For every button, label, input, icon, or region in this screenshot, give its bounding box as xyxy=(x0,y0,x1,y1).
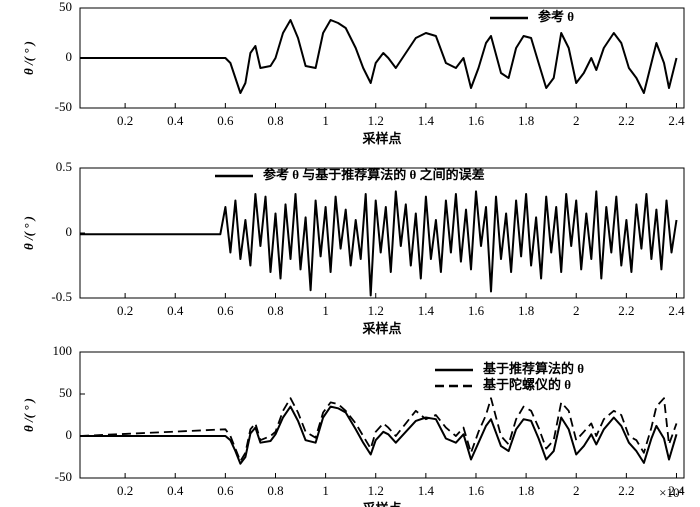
x-tick-label: 1.2 xyxy=(368,483,384,498)
x-tick-label: 1.4 xyxy=(418,113,435,128)
y-tick-label: -50 xyxy=(55,469,72,484)
x-tick-label: 1.8 xyxy=(518,303,534,318)
data-line xyxy=(79,397,678,463)
y-tick-label: 0 xyxy=(66,224,73,239)
y-tick-label: 0 xyxy=(66,49,73,64)
y-tick-label: 100 xyxy=(53,343,73,358)
x-tick-label: 2.2 xyxy=(618,483,634,498)
legend-label: 基于陀螺仪的 θ xyxy=(482,377,571,392)
x-tick-label: 1 xyxy=(322,303,329,318)
y-tick-label: 50 xyxy=(59,385,72,400)
x-axis-label: 采样点 xyxy=(361,501,401,507)
y-tick-label: -50 xyxy=(55,99,72,114)
x-tick-label: 0.6 xyxy=(217,113,234,128)
x-tick-label: 0.8 xyxy=(267,483,283,498)
legend-label: 基于推荐算法的 θ xyxy=(482,361,584,376)
plot-frame xyxy=(79,351,685,479)
x-tick-label: 1 xyxy=(322,113,329,128)
x-tick-label: 2.2 xyxy=(618,113,634,128)
x-tick-label: 2 xyxy=(573,113,580,128)
x-tick-label: 2.4 xyxy=(668,113,685,128)
x-tick-label: 1.8 xyxy=(518,483,534,498)
x-tick-label: 0.4 xyxy=(167,113,184,128)
x-tick-label: 1.6 xyxy=(468,113,485,128)
x-tick-label: 0.6 xyxy=(217,303,234,318)
data-line xyxy=(80,190,678,297)
data-line xyxy=(80,19,678,94)
x-tick-label: 2 xyxy=(573,303,580,318)
x-tick-label: 2.4 xyxy=(668,483,685,498)
x-tick-label: 1 xyxy=(322,483,329,498)
x-tick-label: 2.4 xyxy=(668,303,685,318)
y-axis-label: θ /( ° ) xyxy=(21,216,36,250)
x-tick-label: 0.8 xyxy=(267,113,283,128)
x-tick-label: 2 xyxy=(573,483,580,498)
x-tick-label: 0.8 xyxy=(267,303,283,318)
x-offset-label: ×10⁴ xyxy=(659,485,684,500)
y-tick-label: 0.5 xyxy=(56,159,72,174)
x-tick-label: 0.2 xyxy=(117,303,133,318)
y-axis-label: θ /( ° ) xyxy=(21,41,36,75)
x-tick-label: 1.6 xyxy=(468,303,485,318)
x-tick-label: 2.2 xyxy=(618,303,634,318)
y-tick-label: 50 xyxy=(59,0,72,14)
y-axis-label: θ /( ° ) xyxy=(21,398,36,432)
x-axis-label: 采样点 xyxy=(361,321,401,336)
y-tick-label: 0 xyxy=(66,427,73,442)
x-tick-label: 0.2 xyxy=(117,483,133,498)
x-tick-label: 0.4 xyxy=(167,483,184,498)
x-tick-label: 1.2 xyxy=(368,303,384,318)
x-tick-label: 1.8 xyxy=(518,113,534,128)
x-tick-label: 0.4 xyxy=(167,303,184,318)
x-tick-label: 1.6 xyxy=(468,483,485,498)
x-tick-label: 0.2 xyxy=(117,113,133,128)
x-axis-label: 采样点 xyxy=(361,131,401,146)
y-tick-label: -0.5 xyxy=(51,289,72,304)
x-tick-label: 1.2 xyxy=(368,113,384,128)
legend-label: 参考 θ 与基于推荐算法的 θ 之间的误差 xyxy=(263,167,485,182)
x-tick-label: 1.4 xyxy=(418,303,435,318)
x-tick-label: 0.6 xyxy=(217,483,234,498)
data-line xyxy=(80,405,678,465)
legend-label: 参考 θ xyxy=(538,9,574,24)
x-tick-label: 1.4 xyxy=(418,483,435,498)
